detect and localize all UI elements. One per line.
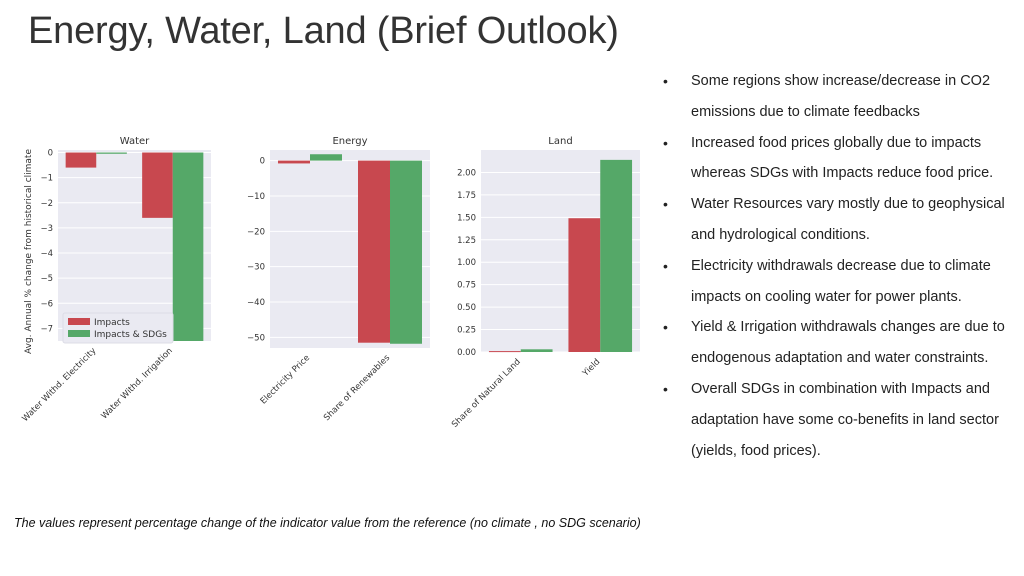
energy-y-tick-label: 0	[260, 157, 265, 167]
legend-label: Impacts & SDGs	[94, 330, 167, 340]
slide-title: Energy, Water, Land (Brief Outlook)	[28, 10, 619, 52]
land-y-tick-label: 2.00	[457, 168, 476, 178]
water-y-tick-label: −6	[40, 299, 53, 309]
water-x-tick-label: Water Withd. Irrigation	[100, 346, 175, 421]
water-y-tick-label: −5	[40, 274, 53, 284]
bullet-item: Overall SDGs in combination with Impacts…	[663, 374, 1013, 466]
energy-bar-impacts	[278, 160, 310, 164]
land-chart-title: Land	[548, 136, 572, 147]
energy-bar-impacts-sdgs	[310, 154, 342, 161]
water-y-tick-label: −1	[40, 174, 53, 184]
water-bar-impacts	[142, 152, 173, 218]
water-y-tick-label: 0	[48, 149, 53, 159]
land-x-tick-label: Yield	[580, 357, 602, 379]
energy-y-tick-label: −40	[247, 298, 265, 308]
water-y-tick-label: −2	[40, 199, 53, 209]
land-y-tick-label: 0.75	[457, 281, 476, 291]
bullet-item: Yield & Irrigation withdrawals changes a…	[663, 312, 1013, 374]
legend-box	[62, 312, 174, 344]
legend-swatch	[68, 330, 90, 337]
land-y-tick-label: 0.25	[457, 326, 476, 336]
energy-x-tick-label: Share of Renewables	[322, 353, 392, 423]
water-chart-title: Water	[120, 136, 150, 147]
water-bar-impacts-sdgs	[172, 152, 204, 341]
energy-bar-impacts	[358, 160, 390, 343]
land-y-tick-label: 1.00	[457, 258, 476, 268]
water-y-tick-label: −3	[40, 224, 53, 234]
legend-swatch	[68, 318, 90, 325]
land-bar-impacts-sdgs	[600, 159, 633, 352]
land-y-tick-label: 0.50	[457, 303, 476, 313]
bullet-item: Some regions show increase/decrease in C…	[663, 66, 1013, 128]
land-y-tick-label: 0.00	[457, 348, 476, 358]
energy-chart-title: Energy	[332, 136, 367, 147]
y-axis-label: Avg. Annual % change from historical cli…	[24, 149, 34, 354]
water-bar-impacts-sdgs	[96, 152, 127, 154]
legend-label: Impacts	[94, 318, 130, 328]
land-y-tick-label: 1.75	[457, 191, 476, 201]
water-y-tick-label: −7	[40, 324, 53, 334]
land-bar-impacts	[488, 351, 521, 353]
bullet-item: Electricity withdrawals decrease due to …	[663, 251, 1013, 313]
bullet-item: Increased food prices globally due to im…	[663, 128, 1013, 190]
land-x-tick-label: Share of Natural Land	[450, 357, 523, 430]
land-y-tick-label: 1.25	[457, 236, 476, 246]
land-y-tick-label: 1.50	[457, 213, 476, 223]
energy-y-tick-label: −10	[247, 192, 265, 202]
water-x-tick-label: Water Withd. Electricity	[20, 346, 98, 424]
energy-y-tick-label: −50	[247, 333, 265, 343]
energy-x-tick-label: Electricity Price	[259, 353, 313, 407]
energy-y-tick-label: −20	[247, 227, 265, 237]
land-bar-impacts	[568, 218, 601, 352]
energy-bar-impacts-sdgs	[390, 160, 422, 344]
water-y-tick-label: −4	[40, 249, 53, 259]
footnote: The values represent percentage change o…	[14, 516, 641, 530]
land-bar-impacts-sdgs	[520, 349, 553, 352]
bullet-list: Some regions show increase/decrease in C…	[663, 66, 1013, 466]
water-bar-impacts	[65, 152, 97, 168]
bullet-item: Water Resources vary mostly due to geoph…	[663, 189, 1013, 251]
energy-y-tick-label: −30	[247, 263, 265, 273]
